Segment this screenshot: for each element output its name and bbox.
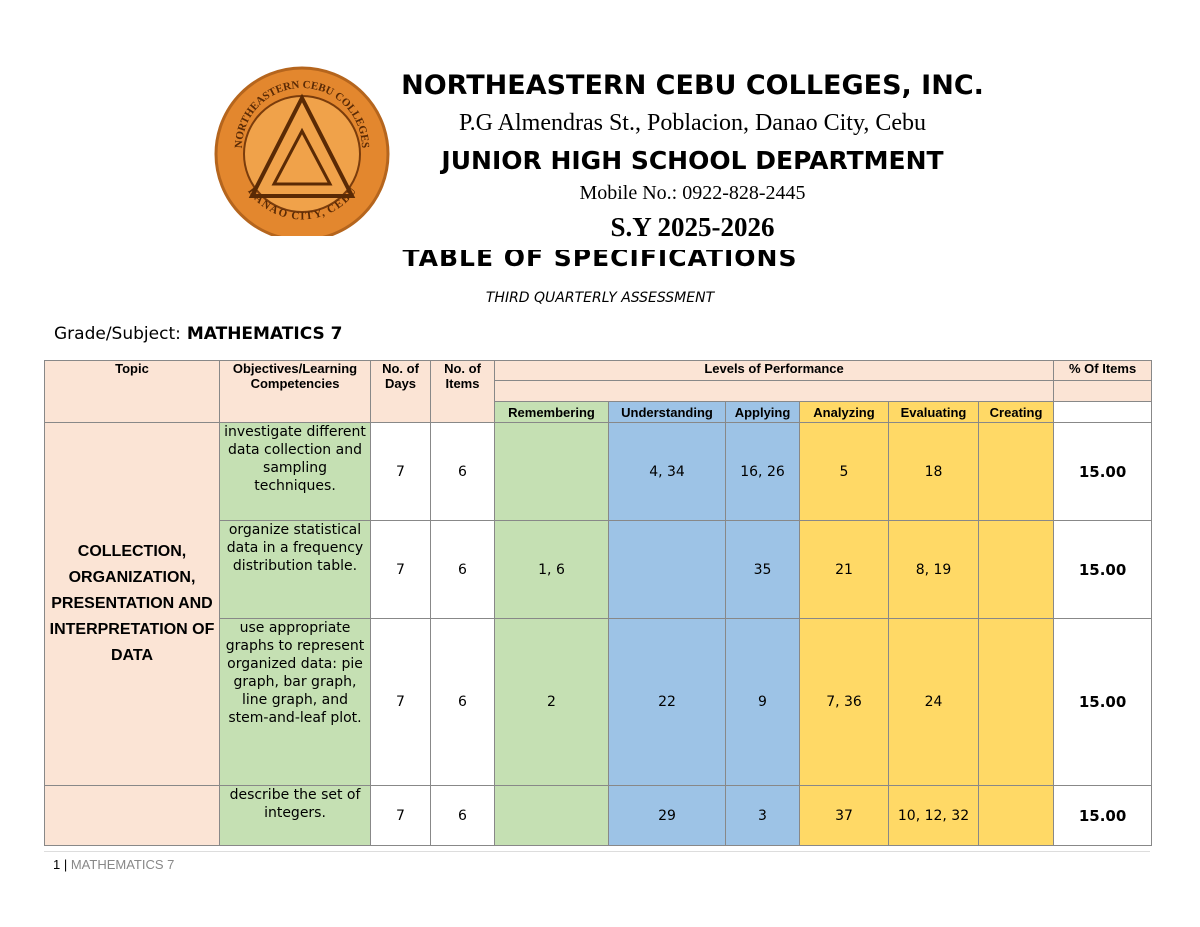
level-header: Understanding [608, 401, 726, 423]
items-cell: 6 [430, 785, 495, 846]
header-cell: % Of Items [1053, 360, 1153, 381]
table-row [45, 380, 1153, 402]
level-header: Creating [977, 401, 1055, 423]
level-header: Evaluating [888, 401, 979, 423]
table-row: COLLECTION, ORGANIZATION, PRESENTATION A… [44, 422, 1153, 786]
items-cell: 6 [430, 422, 495, 521]
items-cell: 6 [430, 520, 495, 619]
level-cell: 2 [494, 618, 609, 786]
table-row: describe the set of integers. 7 6 29 3 37 10, … [44, 785, 1153, 846]
header-cell: Levels of Performance [493, 360, 1055, 381]
grade-label: Grade/Subject: [54, 324, 181, 344]
level-cell: 16, 26 [725, 422, 800, 521]
table-row: use appropriate graphs to represent orga… [45, 618, 1153, 786]
percent-cell: 15.00 [1053, 422, 1153, 521]
footer-text: MATHEMATICS 7 [70, 857, 175, 872]
header-cell: Objectives/Learning Competencies [219, 360, 371, 423]
objective-cell: use appropriate graphs to represent orga… [219, 618, 371, 786]
level-cell [494, 422, 609, 521]
objective-cell: organize statistical data in a frequency… [219, 520, 371, 619]
level-cell: 8, 19 [888, 520, 979, 619]
letterhead: NORTHEASTERN CEBU COLLEGES DANAO CITY, C… [200, 40, 1060, 250]
header-cell [493, 380, 1055, 402]
school-name: NORTHEASTERN CEBU COLLEGES, INC. [401, 70, 984, 101]
percent-cell: 15.00 [1053, 618, 1153, 786]
items-cell: 6 [430, 618, 495, 786]
header-cell: Topic [44, 360, 220, 423]
level-cell [977, 618, 1055, 786]
header-cell [1053, 401, 1153, 423]
level-cell: 1, 6 [494, 520, 609, 619]
specification-table: Topic Objectives/Learning Competencies No.… [44, 360, 1153, 846]
level-cell: 9 [725, 618, 800, 786]
topic-cell [44, 785, 220, 846]
level-cell: 10, 12, 32 [888, 785, 979, 846]
header-cell: No. of Days [370, 360, 431, 423]
objective-cell: describe the set of integers. [219, 785, 371, 846]
level-cell: 18 [888, 422, 979, 521]
footer: 1 | MATHEMATICS 7 [53, 857, 175, 872]
level-cell [494, 785, 609, 846]
mobile: Mobile No.: 0922-828-2445 [579, 182, 806, 204]
grade-value: MATHEMATICS 7 [186, 324, 343, 344]
level-cell: 21 [799, 520, 889, 619]
header-cell: No. of Items [430, 360, 495, 423]
level-cell [977, 422, 1055, 521]
days-cell: 7 [370, 618, 431, 786]
level-cell: 24 [888, 618, 979, 786]
days-cell: 7 [370, 785, 431, 846]
subtitle: THIRD QUARTERLY ASSESSMENT [485, 290, 715, 306]
level-header: Remembering [494, 401, 609, 423]
header-cell [1053, 380, 1153, 402]
school-logo: NORTHEASTERN CEBU COLLEGES DANAO CITY, C… [214, 66, 390, 236]
school-year: S.Y 2025-2026 [610, 212, 775, 242]
level-cell: 5 [799, 422, 889, 521]
days-cell: 7 [370, 422, 431, 521]
level-cell: 29 [608, 785, 726, 846]
page-number: 1 [53, 857, 61, 872]
level-cell [608, 520, 726, 619]
footer-rule [44, 851, 1150, 852]
level-header: Applying [725, 401, 800, 423]
level-cell: 4, 34 [608, 422, 726, 521]
percent-cell: 15.00 [1053, 520, 1153, 619]
level-cell: 7, 36 [799, 618, 889, 786]
level-cell: 37 [799, 785, 889, 846]
level-header: Analyzing [799, 401, 889, 423]
percent-cell: 15.00 [1053, 785, 1153, 846]
objective-cell: investigate different data collection an… [219, 422, 371, 521]
table-row: Topic Objectives/Learning Competencies No.… [44, 360, 1153, 423]
school-address: P.G Almendras St., Poblacion, Danao City… [458, 110, 927, 136]
department: JUNIOR HIGH SCHOOL DEPARTMENT [441, 146, 944, 175]
topic-cell: COLLECTION, ORGANIZATION, PRESENTATION A… [44, 422, 220, 786]
level-cell: 3 [725, 785, 800, 846]
level-cell: 22 [608, 618, 726, 786]
days-cell: 7 [370, 520, 431, 619]
level-cell [977, 785, 1055, 846]
level-cell [977, 520, 1055, 619]
level-cell: 35 [725, 520, 800, 619]
table-row: organize statistical data in a frequency… [45, 520, 1153, 619]
grade-subject: Grade/Subject: MATHEMATICS 7 [54, 324, 343, 344]
